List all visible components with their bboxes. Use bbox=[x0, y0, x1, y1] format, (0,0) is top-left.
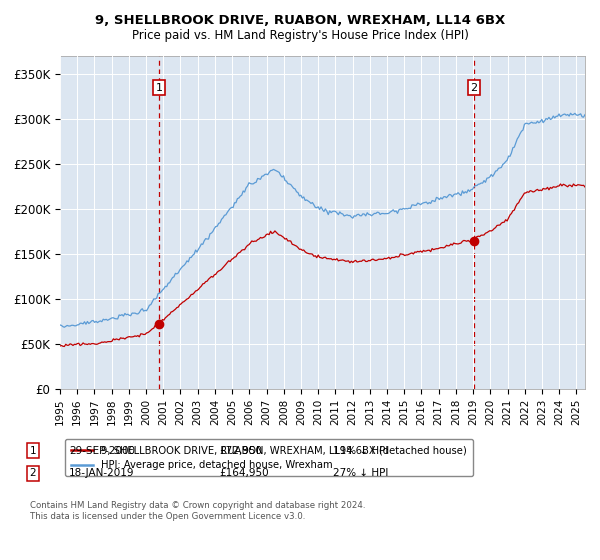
Text: 29-SEP-2000: 29-SEP-2000 bbox=[69, 446, 135, 456]
Text: 27% ↓ HPI: 27% ↓ HPI bbox=[333, 468, 388, 478]
Text: 18-JAN-2019: 18-JAN-2019 bbox=[69, 468, 134, 478]
Text: 19% ↓ HPI: 19% ↓ HPI bbox=[333, 446, 388, 456]
Text: £72,950: £72,950 bbox=[219, 446, 262, 456]
Text: 1: 1 bbox=[29, 446, 37, 456]
Text: 2: 2 bbox=[470, 82, 478, 92]
Text: 9, SHELLBROOK DRIVE, RUABON, WREXHAM, LL14 6BX: 9, SHELLBROOK DRIVE, RUABON, WREXHAM, LL… bbox=[95, 14, 505, 27]
Text: 2: 2 bbox=[29, 468, 37, 478]
Legend: 9, SHELLBROOK DRIVE, RUABON, WREXHAM, LL14 6BX (detached house), HPI: Average pr: 9, SHELLBROOK DRIVE, RUABON, WREXHAM, LL… bbox=[65, 439, 473, 476]
Text: £164,950: £164,950 bbox=[219, 468, 269, 478]
Text: Contains HM Land Registry data © Crown copyright and database right 2024.
This d: Contains HM Land Registry data © Crown c… bbox=[30, 501, 365, 521]
Text: Price paid vs. HM Land Registry's House Price Index (HPI): Price paid vs. HM Land Registry's House … bbox=[131, 29, 469, 42]
Text: 1: 1 bbox=[155, 82, 163, 92]
